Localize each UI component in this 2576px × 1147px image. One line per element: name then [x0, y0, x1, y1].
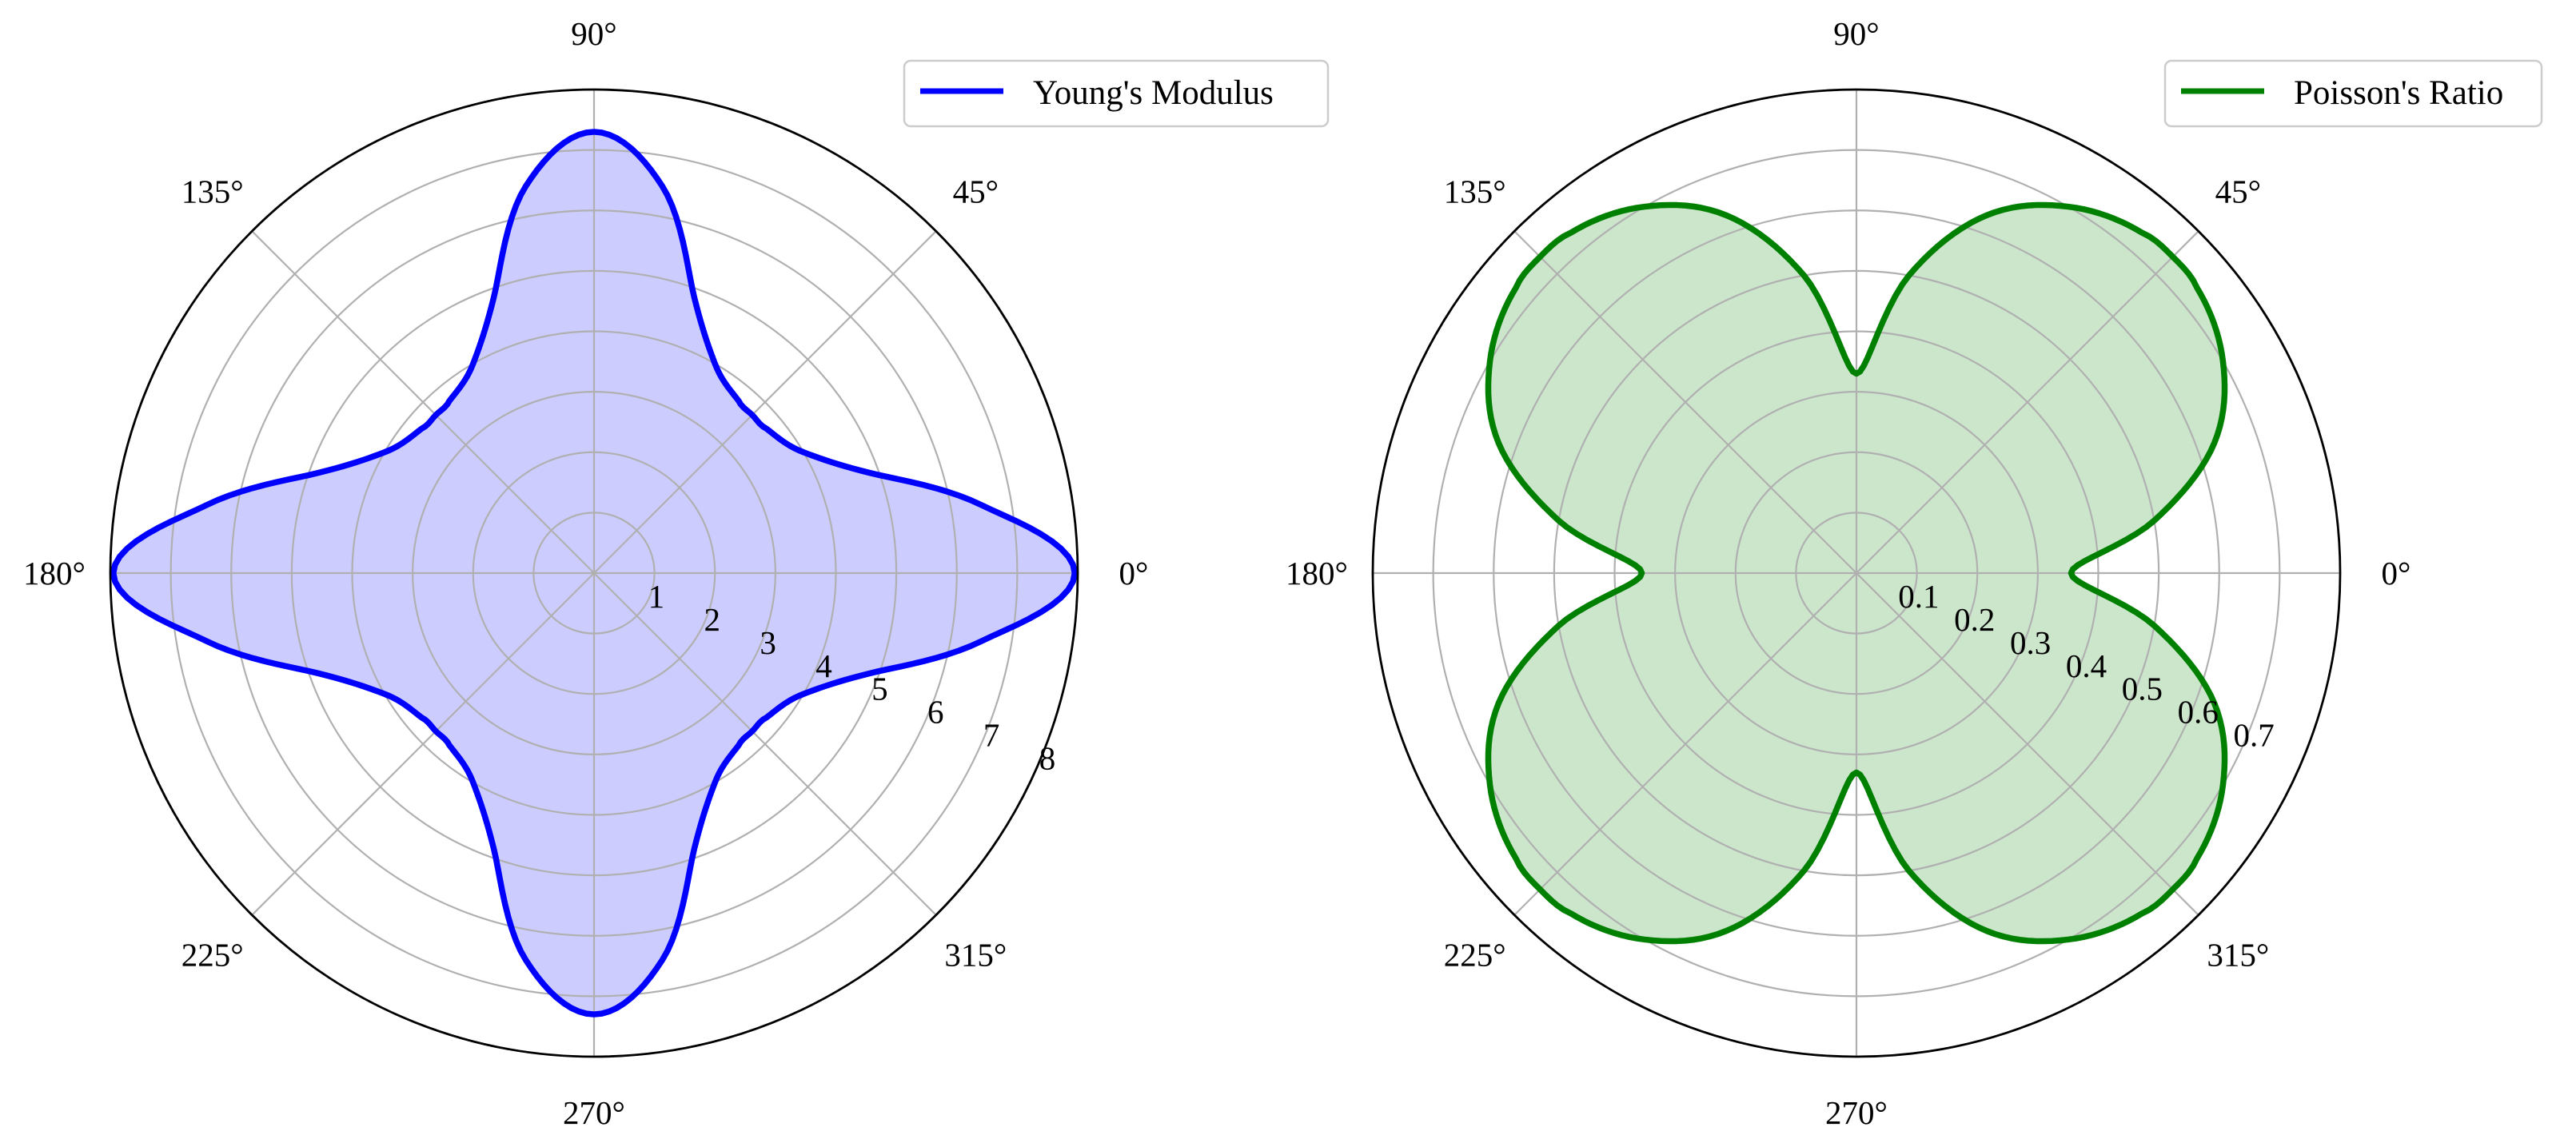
angle-tick-label: 180° [23, 555, 86, 591]
radial-tick-label: 0.1 [1898, 578, 1939, 615]
angular-gridline [1856, 230, 2199, 574]
angular-gridline [1513, 572, 1857, 916]
angular-gridline [593, 230, 937, 574]
radial-tick-label: 0.5 [2122, 671, 2163, 707]
radial-tick-label: 1 [648, 578, 665, 615]
legend-label-youngs-modulus: Young's Modulus [1033, 74, 1274, 112]
radial-tick-label: 5 [871, 671, 888, 707]
angle-tick-label: 135° [181, 173, 244, 210]
radial-tick-label: 0.4 [2066, 647, 2107, 684]
radial-tick-label: 0.2 [1954, 601, 1995, 638]
angle-tick-label: 135° [1444, 173, 1506, 210]
radial-tick-label: 4 [815, 647, 832, 684]
series-line [110, 129, 1078, 1018]
angle-tick-label: 270° [563, 1094, 625, 1131]
angle-tick-label: 90° [1833, 15, 1879, 52]
radial-tick-label: 0.6 [2178, 694, 2219, 731]
legend-label-poissons-ratio: Poisson's Ratio [2294, 74, 2503, 112]
radial-tick-label: 2 [704, 601, 720, 638]
radial-tick-label: 0.7 [2233, 717, 2274, 754]
legend-poissons-ratio: Poisson's Ratio [2163, 59, 2543, 128]
angular-gridline [1856, 572, 2199, 916]
angular-gridline [251, 230, 595, 574]
series-line [1485, 201, 2228, 945]
polar-plot-poissons-ratio: 0° 45° 90° 135° 180° 225° 270° 315° 0.1 0.2 0.3 0.4… [1286, 15, 2411, 1131]
angle-tick-label: 45° [953, 173, 999, 210]
angle-tick-label: 225° [181, 936, 244, 973]
angular-gridline [1513, 230, 1857, 574]
angle-tick-label: 180° [1286, 555, 1348, 591]
radial-tick-label: 3 [760, 624, 776, 661]
angle-tick-label: 0° [2382, 555, 2411, 591]
radial-tick-label: 6 [927, 694, 944, 731]
radial-tick-label: 8 [1039, 740, 1056, 777]
angle-tick-label: 315° [944, 936, 1007, 973]
legend-youngs-modulus: Young's Modulus [903, 59, 1330, 128]
legend-box [2163, 59, 2543, 128]
angle-tick-label: 270° [1825, 1094, 1888, 1131]
polar-plot-youngs-modulus: 0° 45° 90° 135° 180° 225° 270° 315° 1 2 3 4 5 6 7 8 [23, 15, 1148, 1131]
angle-tick-label: 315° [2207, 936, 2269, 973]
angle-tick-label: 45° [2215, 173, 2261, 210]
radial-tick-label: 0.3 [2010, 624, 2051, 661]
radial-tick-label: 7 [983, 717, 1000, 754]
angle-tick-label: 225° [1444, 936, 1506, 973]
angular-gridline [593, 572, 937, 916]
angle-tick-label: 0° [1119, 555, 1149, 591]
angle-tick-label: 90° [571, 15, 616, 52]
angular-gridline [251, 572, 595, 916]
polar-frame [109, 88, 1079, 1058]
polar-frame [1371, 88, 2342, 1058]
legend-box [903, 59, 1330, 128]
